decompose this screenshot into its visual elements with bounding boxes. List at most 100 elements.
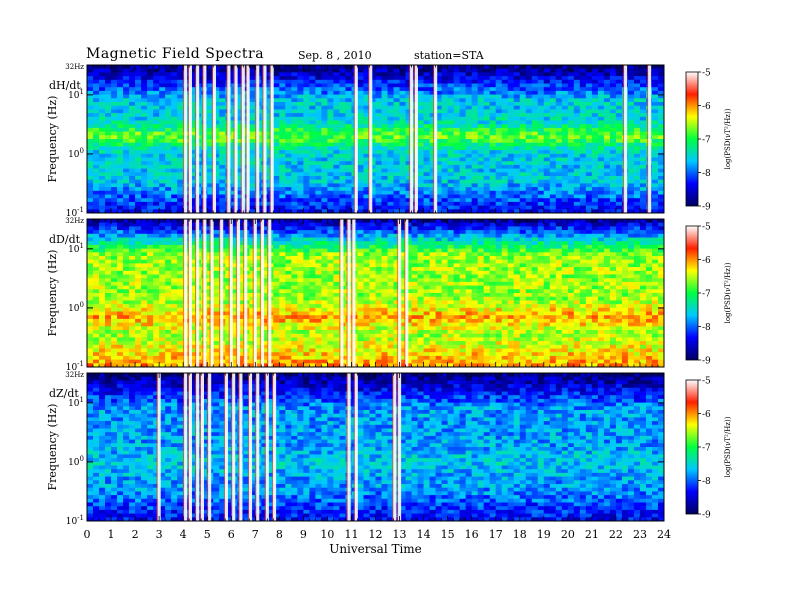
x-tick-label: 19 [537, 528, 551, 541]
spike-edge [646, 65, 649, 213]
spike-mark [347, 219, 351, 367]
spike-edge [219, 219, 221, 367]
panel-label: dD/dt [49, 233, 81, 246]
colorbar-tick-label: -9 [702, 203, 711, 213]
colorbar-bar [685, 71, 699, 207]
x-tick-label: 5 [204, 528, 211, 541]
panel-label: dZ/dt [49, 387, 79, 400]
x-tick-label: 0 [84, 528, 91, 541]
x-tick-label: 17 [489, 528, 503, 541]
spike-mark [434, 65, 438, 213]
spike-edge [404, 219, 406, 367]
x-tick-label: 14 [417, 528, 431, 541]
colorbar-tick-label: -6 [702, 256, 711, 266]
colorbar-tick-label: -5 [702, 377, 711, 387]
spike-mark [200, 373, 204, 521]
spike-mark [263, 65, 267, 213]
colorbar-dhdt: -5 -6 -7 -8 -9 log(PSD(νT²/Hz)) [685, 69, 732, 213]
spike-mark [203, 219, 207, 367]
spike-edge [187, 219, 189, 367]
x-tick-label: 10 [320, 528, 334, 541]
x-tick-label: 18 [513, 528, 527, 541]
colorbar-tick-label: -8 [702, 169, 711, 179]
spike-mark [265, 373, 269, 521]
x-axis-label: Universal Time [329, 542, 422, 556]
y-tick-label: 10-1 [66, 206, 84, 219]
colorbar-label: log(PSD(νT²/Hz)) [724, 262, 732, 323]
spike-mark [241, 65, 245, 213]
spike-mark [188, 65, 192, 213]
spike-mark [270, 65, 274, 213]
y-tick-label: 101 [68, 396, 84, 409]
y-max-label: 32Hz [65, 371, 84, 379]
spike-mark [183, 65, 188, 213]
spike-mark [260, 219, 265, 367]
spike-edge [209, 219, 211, 367]
spike-edge [264, 373, 266, 521]
y-tick-label: 101 [68, 242, 84, 255]
spike-edge [252, 219, 254, 367]
x-tick-label: 23 [633, 528, 647, 541]
spike-mark [623, 65, 628, 213]
spike-edge [255, 65, 257, 213]
spike-edge [207, 373, 209, 521]
spike-mark [256, 373, 260, 521]
colorbar-tick-label: -7 [702, 444, 711, 454]
spike-mark [188, 219, 192, 367]
spike-mark [369, 65, 373, 213]
spike-edge [396, 373, 399, 521]
spike-edge [182, 219, 185, 367]
spike-edge [413, 65, 415, 213]
x-tick-label: 7 [252, 528, 259, 541]
y-tick-label: 10-1 [66, 514, 84, 527]
x-tick-label: 6 [228, 528, 235, 541]
spike-mark [212, 65, 217, 213]
spike-mark [409, 65, 414, 213]
spike-mark [239, 373, 243, 521]
spike-mark [393, 373, 397, 521]
spike-edge [238, 373, 240, 521]
heatmap-dddt [87, 219, 664, 367]
spike-edge [353, 373, 355, 521]
x-tick-label: 13 [393, 528, 407, 541]
spike-edge [226, 65, 228, 213]
spike-mark [414, 65, 418, 213]
spike-edge [433, 65, 435, 213]
spike-edge [194, 65, 197, 213]
spike-edge [351, 219, 353, 367]
spike-edge [202, 65, 204, 213]
colorbar-dzdt: -5 -6 -7 -8 -9 log(PSD(νT²/Hz)) [685, 377, 732, 521]
spike-edge [271, 373, 274, 521]
spike-edge [269, 65, 271, 213]
spike-mark [248, 373, 253, 521]
spike-edge [396, 219, 399, 367]
spike-edge [228, 219, 230, 367]
heatmap-dzdt [87, 373, 664, 521]
spike-mark [253, 219, 257, 367]
spike-mark [229, 219, 233, 367]
colorbar-tick-label: -6 [702, 410, 711, 420]
x-tick-label: 22 [609, 528, 623, 541]
spike-edge [202, 219, 204, 367]
colorbar-dddt: -5 -6 -7 -8 -9 log(PSD(νT²/Hz)) [685, 223, 732, 367]
spike-edge [247, 373, 250, 521]
y-axis-label: Frequency (Hz) [46, 250, 59, 337]
spike-mark [244, 219, 248, 367]
colorbar-tick-label: -8 [702, 477, 711, 487]
colorbar-tick-label: -5 [702, 69, 711, 79]
y-axis-label: Frequency (Hz) [46, 96, 59, 183]
x-tick-label: 9 [300, 528, 307, 541]
colorbar-tick-label: -6 [702, 102, 711, 112]
colorbar-label: log(PSD(νT²/Hz)) [724, 108, 732, 169]
x-tick-label: 2 [132, 528, 139, 541]
spike-edge [346, 219, 348, 367]
y-max-label: 32Hz [65, 217, 84, 225]
spike-mark [405, 219, 409, 367]
spike-edge [182, 65, 185, 213]
colorbar-tick-label: -8 [702, 323, 711, 333]
spike-mark [236, 219, 241, 367]
spike-mark [397, 219, 402, 367]
spike-mark [340, 219, 344, 367]
y-tick-label: 101 [68, 88, 84, 101]
spike-mark [195, 65, 200, 213]
